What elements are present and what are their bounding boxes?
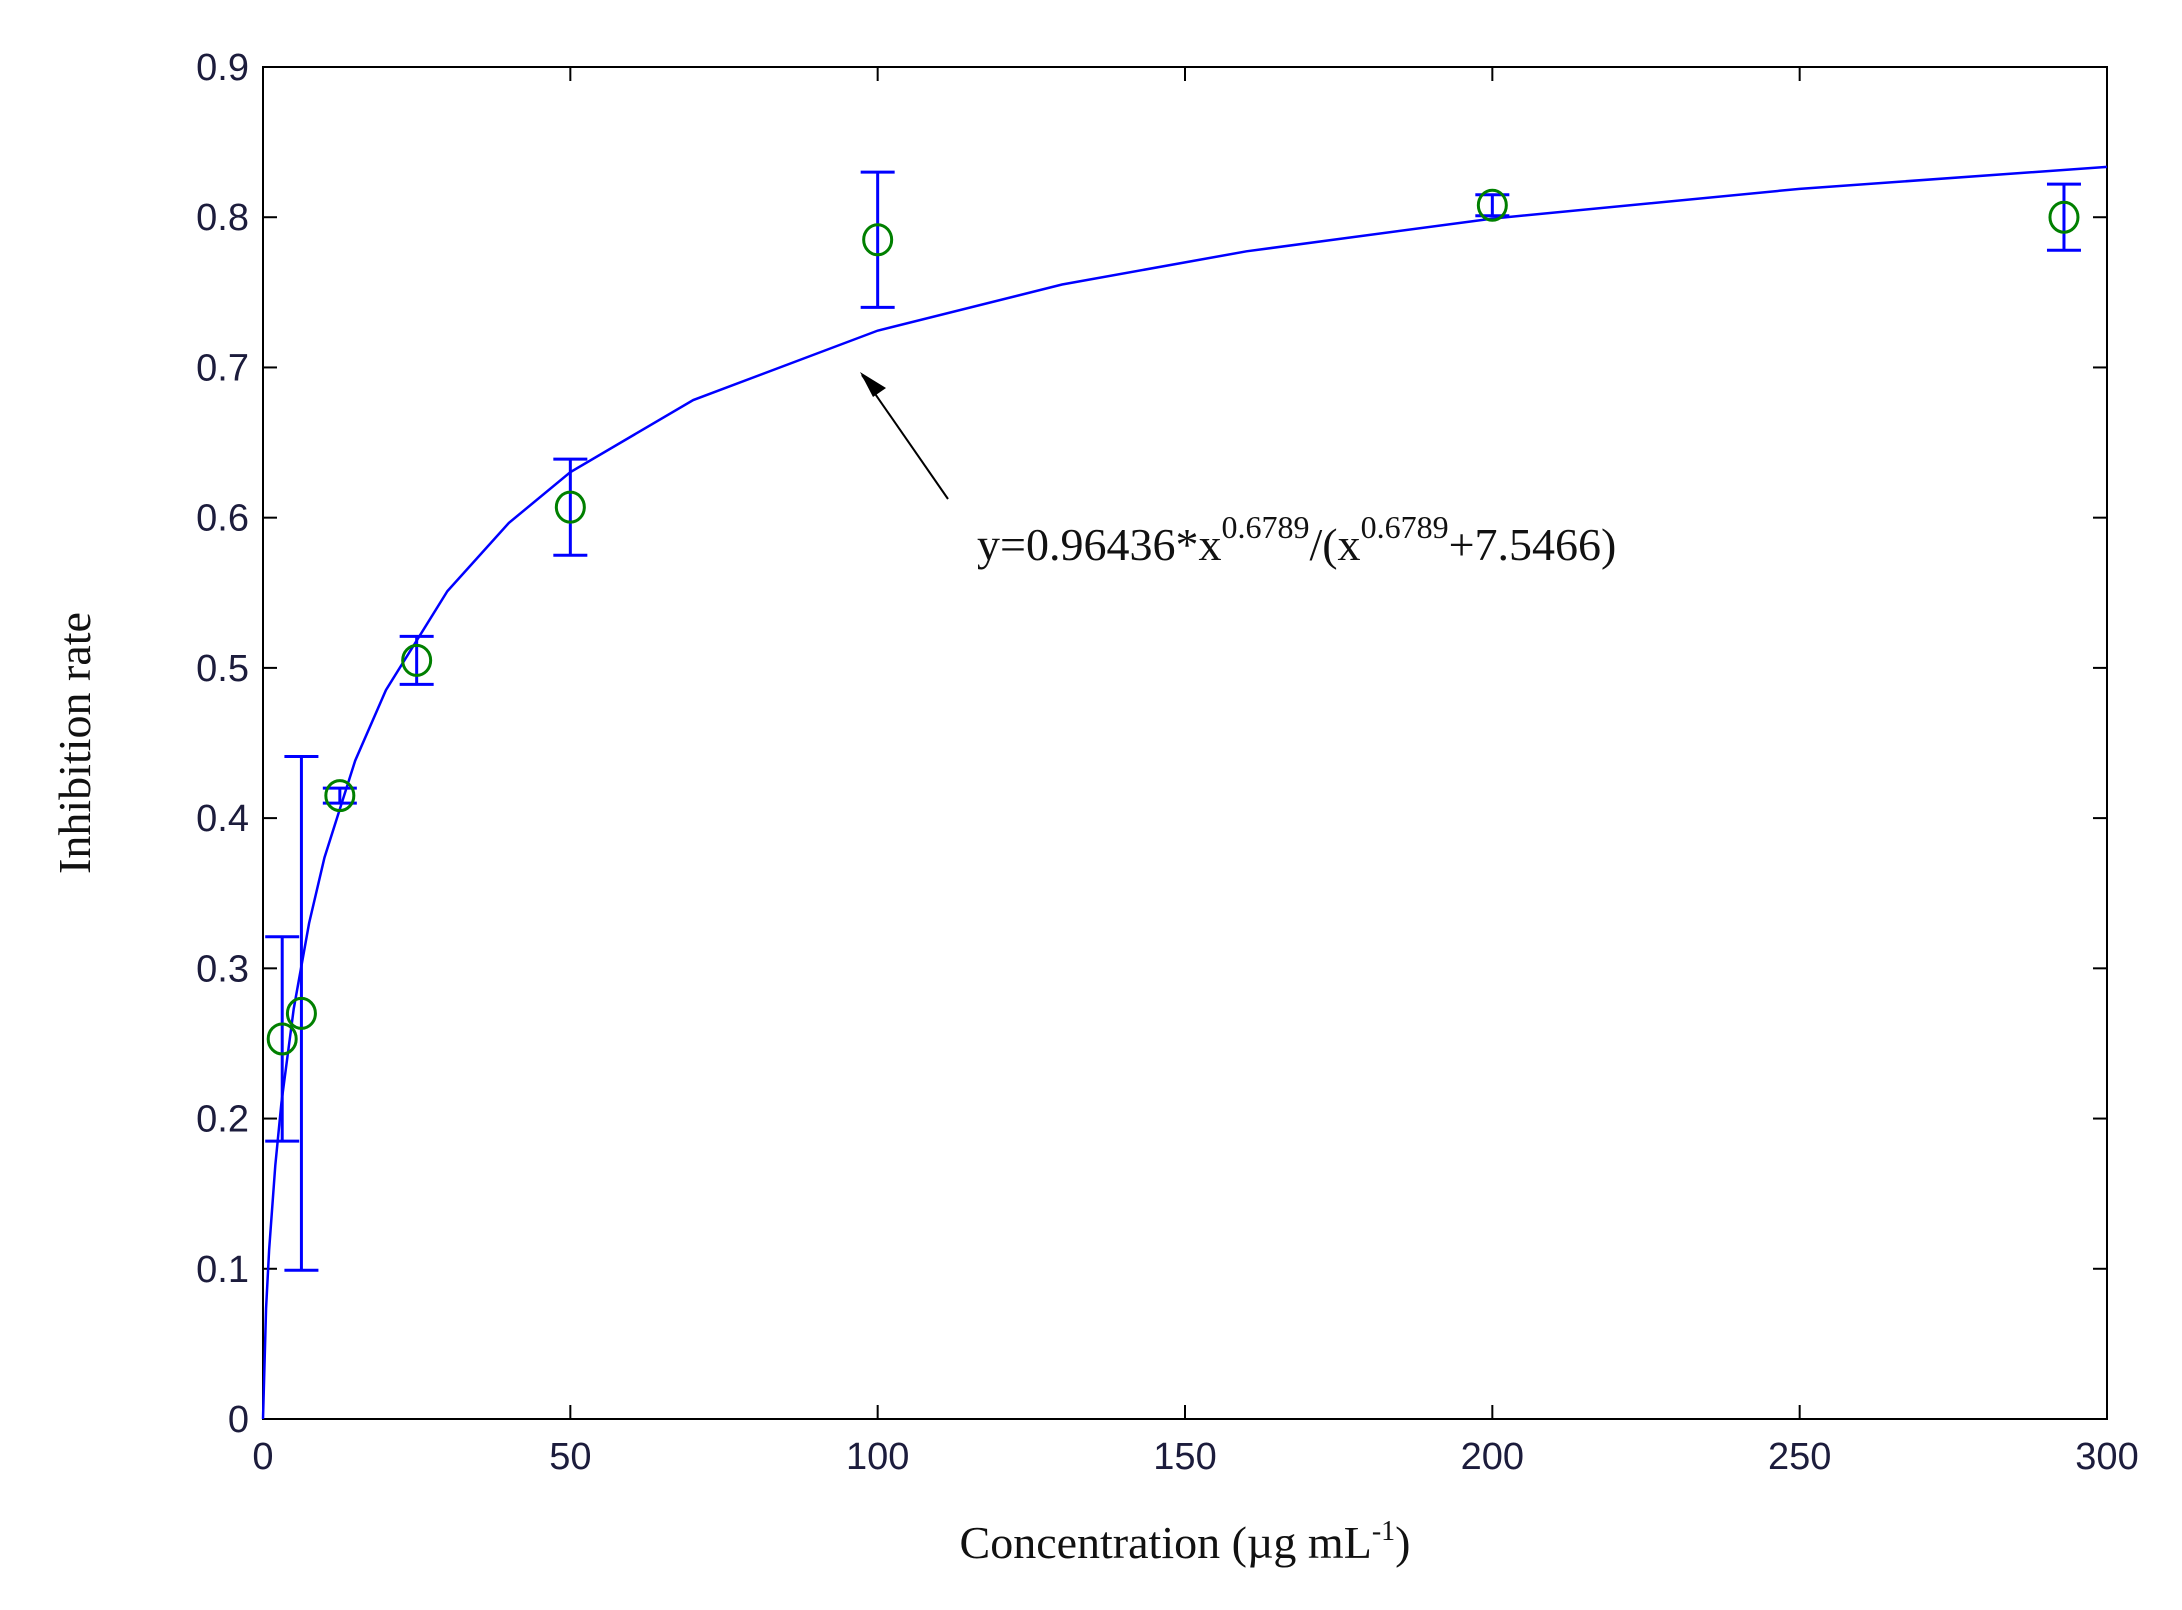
error-bar xyxy=(553,457,588,557)
y-tick-label: 0.9 xyxy=(196,47,249,89)
annotation-text: +7.5466) xyxy=(1449,519,1617,570)
fit-curve xyxy=(261,165,2108,1420)
annotation-sup: 0.6789 xyxy=(1221,509,1309,545)
annotation-sup: 0.6789 xyxy=(1361,509,1449,545)
error-bar xyxy=(2046,182,2081,252)
annotation-text: y=0.96436*x xyxy=(977,519,1221,570)
marker xyxy=(862,223,894,257)
marker xyxy=(285,996,317,1030)
marker xyxy=(2048,200,2080,234)
arrow-head xyxy=(860,372,886,397)
error-bar xyxy=(265,935,300,1143)
y-tick-label: 0.3 xyxy=(196,948,249,990)
x-tick-label: 100 xyxy=(846,1436,909,1478)
marker xyxy=(401,643,433,677)
y-tick-label: 0.1 xyxy=(196,1249,249,1291)
marker xyxy=(1476,188,1508,222)
error-bar xyxy=(284,755,319,1272)
y-axis-label: Inhibition rate xyxy=(49,612,100,874)
annotation: y=0.96436*x0.6789/(x0.6789+7.5466) xyxy=(977,509,1616,570)
x-tick-label: 300 xyxy=(2075,1436,2138,1478)
annotation-arrow xyxy=(861,374,949,500)
y-tick-label: 0.8 xyxy=(196,197,249,239)
error-bar xyxy=(860,170,895,309)
y-tick-label: 0.2 xyxy=(196,1099,249,1141)
y-tick-label: 0.5 xyxy=(196,648,249,690)
y-tick-label: 0.7 xyxy=(196,347,249,389)
y-tick-label: 0.6 xyxy=(196,498,249,540)
x-tick-label: 150 xyxy=(1153,1436,1216,1478)
y-tick-label: 0 xyxy=(228,1399,249,1441)
x-tick-label: 200 xyxy=(1461,1436,1524,1478)
x-label-sup: -1 xyxy=(1372,1516,1395,1547)
plot-frame xyxy=(262,66,2108,1420)
marker xyxy=(266,1022,298,1056)
x-label-text: Concentration (µg mL xyxy=(960,1517,1372,1568)
y-tick-label: 0.4 xyxy=(196,798,249,840)
marker xyxy=(554,490,586,524)
x-axis-label: Concentration (µg mL-1) xyxy=(960,1516,1411,1568)
marker xyxy=(324,779,356,813)
x-tick-label: 250 xyxy=(1768,1436,1831,1478)
annotation-text: /(x xyxy=(1309,519,1360,570)
x-tick-label: 50 xyxy=(549,1436,591,1478)
x-label-text: ) xyxy=(1395,1517,1410,1568)
x-tick-label: 0 xyxy=(252,1436,273,1478)
